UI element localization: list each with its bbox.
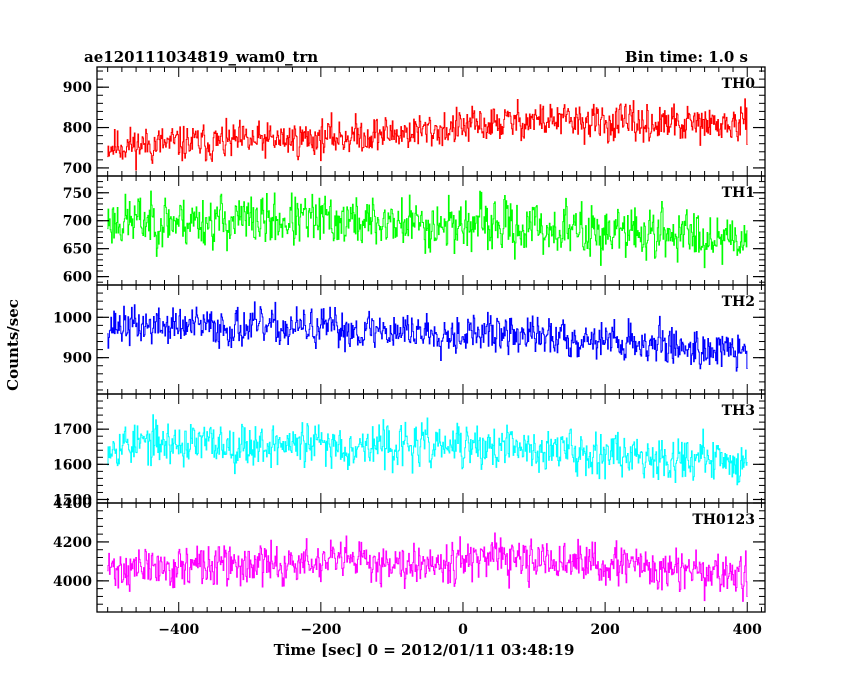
x-tick-label: 200: [590, 622, 619, 638]
y-tick-label: 1700: [53, 422, 92, 438]
x-axis: −400 −200 0 200 400: [158, 622, 762, 638]
x-tick-label: 0: [458, 622, 468, 638]
series-th0: [107, 98, 748, 171]
y-tick-label: 750: [63, 186, 92, 202]
y-tick-label: 700: [63, 161, 92, 177]
y-tick-label: 900: [63, 351, 92, 367]
y-tick-label: 900: [63, 80, 92, 96]
panel-th2: 900 1000 TH2: [53, 284, 766, 395]
y-axis-label: Counts/sec: [4, 299, 22, 391]
series-th2: [107, 301, 748, 372]
y-tick-label: 600: [63, 270, 92, 286]
series-th0123: [107, 532, 748, 602]
y-tick-label: 1000: [53, 310, 92, 326]
y-tick-label: 800: [63, 121, 92, 137]
y-tick-label: 700: [63, 214, 92, 230]
x-tick-label: −200: [300, 622, 341, 638]
y-tick-label: 4200: [53, 535, 92, 551]
figure-title: ae120111034819_wam0_trn: [84, 48, 318, 66]
panel-name-label: TH3: [722, 403, 755, 419]
y-tick-label: 650: [63, 242, 92, 258]
panels-group: 700 800 900 TH0 600 650 700 750 TH1 900 1000 TH2 150…: [53, 66, 766, 613]
series-th1: [107, 190, 748, 269]
panel-th3: 1500 1600 1700 TH3: [53, 393, 766, 508]
y-tick-label: 4000: [53, 574, 92, 590]
y-tick-label: 4400: [53, 496, 92, 512]
x-tick-label: 400: [733, 622, 762, 638]
panel-name-label: TH0: [722, 76, 756, 92]
panel-th1: 600 650 700 750 TH1: [63, 175, 766, 286]
x-tick-label: −400: [158, 622, 199, 638]
series-th3: [107, 414, 748, 486]
panel-th0: 700 800 900 TH0: [63, 66, 766, 177]
bin-time-label: Bin time: 1.0 s: [625, 48, 748, 66]
panel-th0123: 4000 4200 4400 TH0123: [53, 496, 766, 613]
x-axis-label: Time [sec] 0 = 2012/01/11 03:48:19: [274, 641, 575, 659]
y-tick-label: 1500: [53, 492, 92, 508]
panel-name-label: TH1: [722, 185, 755, 201]
panel-name-label: TH2: [722, 294, 755, 310]
y-tick-label: 1600: [53, 457, 92, 473]
panel-name-label: TH0123: [692, 512, 755, 528]
